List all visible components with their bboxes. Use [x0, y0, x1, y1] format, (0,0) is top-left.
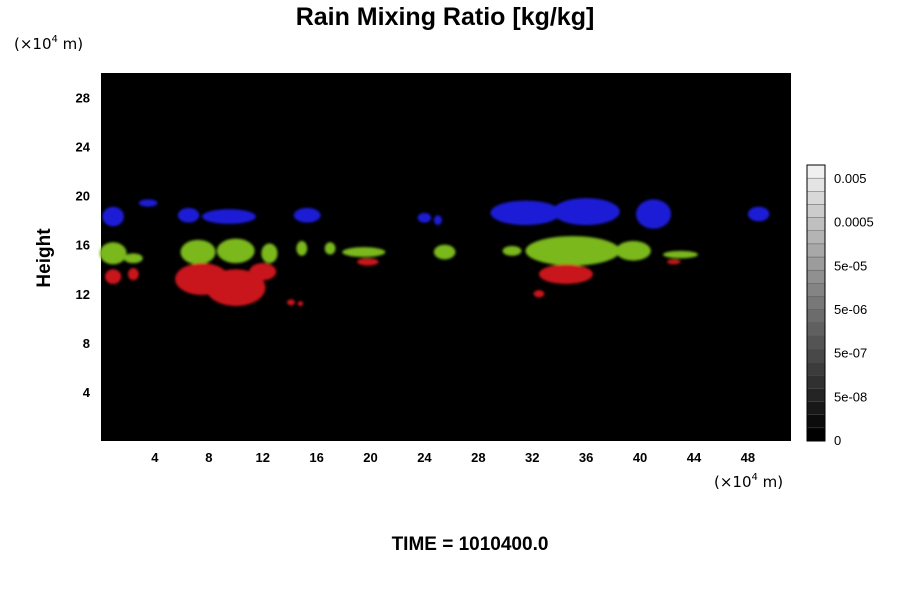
y-tick-label: 12 [76, 287, 90, 302]
blue-cell-6 [417, 212, 432, 223]
x-tick-label: 36 [579, 450, 593, 465]
blue-cell-10 [636, 199, 672, 229]
y-tick-label: 16 [76, 238, 90, 253]
colorbar-level [806, 388, 826, 402]
x-tick-label: 12 [255, 450, 269, 465]
green-cell-13 [662, 250, 699, 259]
x-tick-label: 44 [687, 450, 702, 465]
red-cell-9 [538, 264, 593, 284]
y-tick-label: 28 [76, 91, 90, 106]
colorbar-level [806, 256, 826, 271]
colorbar-level [806, 177, 826, 192]
red-cell-7 [297, 301, 304, 307]
x-tick-label: 8 [205, 450, 212, 465]
y-tick-label: 4 [83, 385, 91, 400]
blue-cell-8 [490, 200, 561, 226]
x-tick-label: 48 [741, 450, 755, 465]
colorbar-level [806, 283, 826, 297]
blue-cell-2 [138, 199, 158, 207]
red-cell-4 [206, 269, 266, 307]
x-axis-ticks: 4 8 12 16 20 24 28 32 36 40 44 48 [151, 450, 755, 465]
colorbar-level [806, 427, 826, 442]
y-tick-label: 20 [76, 189, 90, 204]
blue-cell-1 [102, 206, 124, 227]
colorbar-level [806, 322, 826, 337]
colorbar-level [806, 243, 826, 258]
red-cell-5 [249, 263, 277, 281]
blue-cell-3 [177, 207, 200, 223]
x-tick-label: 24 [417, 450, 432, 465]
x-tick-label: 32 [525, 450, 539, 465]
y-tick-label: 24 [76, 140, 91, 155]
red-cell-11 [667, 259, 681, 265]
green-cell-9 [433, 244, 456, 260]
blue-cell-7 [433, 215, 442, 226]
y-axis-unit: (×104 m) [14, 34, 83, 53]
colorbar-level [806, 217, 826, 231]
red-cell-2 [127, 268, 139, 281]
green-cell-11 [525, 236, 620, 266]
colorbar-level [806, 361, 826, 376]
green-cell-12 [615, 241, 651, 261]
colorbar [806, 164, 826, 442]
colorbar-level [806, 296, 826, 310]
x-tick-label: 4 [151, 450, 159, 465]
time-label: TIME = 1010400.0 [392, 534, 549, 555]
y-axis-label: Height [34, 228, 55, 288]
colorbar-tick-label: 0 [834, 433, 841, 448]
red-cell-1 [105, 269, 122, 284]
colorbar-level [806, 414, 826, 429]
colorbar-level [806, 348, 826, 363]
green-cell-8 [342, 247, 386, 257]
green-cell-4 [216, 238, 255, 264]
green-cell-7 [324, 242, 336, 255]
colorbar-tick-label: 0.0005 [834, 215, 874, 230]
colorbar-tick-label: 0.005 [834, 171, 867, 186]
chart-title: Rain Mixing Ratio [kg/kg] [296, 3, 595, 31]
red-cell-10 [533, 290, 545, 298]
green-cell-5 [261, 243, 278, 264]
colorbar-level [806, 269, 826, 284]
x-tick-label: 28 [471, 450, 485, 465]
colorbar-level [806, 204, 826, 218]
x-axis-unit: (×104 m) [714, 472, 783, 491]
green-cell-1 [99, 242, 127, 265]
colorbar-tick-label: 5e-05 [834, 258, 867, 273]
colorbar-level [806, 309, 826, 323]
blue-cell-11 [747, 206, 770, 222]
blue-cell-9 [552, 198, 620, 226]
x-tick-label: 40 [633, 450, 647, 465]
colorbar-tick-label: 5e-06 [834, 302, 867, 317]
colorbar-labels: 0 5e-08 5e-07 5e-06 5e-05 0.0005 0.005 [834, 171, 874, 448]
colorbar-tick-label: 5e-08 [834, 389, 867, 404]
red-cell-8 [357, 258, 379, 266]
blue-cell-4 [202, 209, 256, 224]
colorbar-level [806, 401, 826, 415]
red-cell-6 [286, 299, 296, 306]
blue-cell-5 [293, 207, 321, 223]
green-cell-6 [296, 241, 308, 256]
colorbar-level [806, 164, 826, 179]
colorbar-level [806, 335, 826, 350]
colorbar-level [806, 230, 826, 245]
y-axis-ticks: 4 8 12 16 20 24 28 [76, 91, 91, 400]
precipitation-field [99, 198, 770, 307]
colorbar-level [806, 375, 826, 389]
green-cell-2 [123, 253, 143, 264]
green-cell-3 [180, 239, 216, 265]
y-tick-label: 8 [83, 336, 90, 351]
colorbar-level [806, 191, 826, 205]
colorbar-tick-label: 5e-07 [834, 346, 867, 361]
green-cell-10 [502, 245, 522, 256]
colorbar-frame [806, 164, 826, 442]
x-tick-label: 16 [309, 450, 323, 465]
x-tick-label: 20 [363, 450, 377, 465]
